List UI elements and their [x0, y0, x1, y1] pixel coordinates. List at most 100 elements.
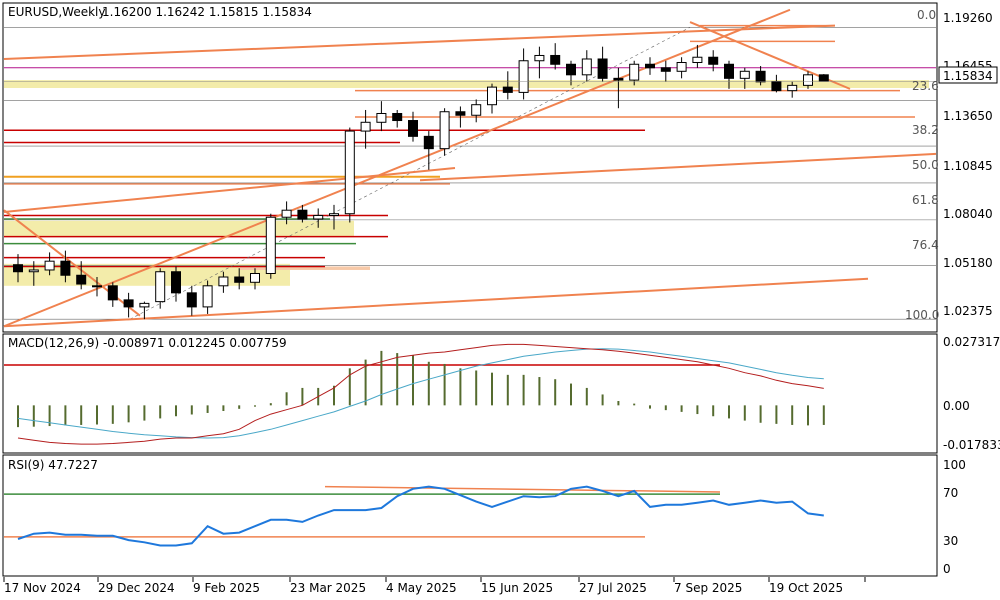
candle-body	[818, 74, 829, 82]
rsi-line	[17, 485, 824, 547]
macd-tick: 0.00	[943, 399, 970, 413]
zone-band	[240, 266, 370, 270]
fib-label: 23.6	[912, 79, 939, 93]
candle-body	[28, 269, 39, 273]
candle-body	[186, 292, 197, 308]
candle-body	[597, 58, 608, 79]
candle-body	[502, 86, 513, 93]
candle-body	[139, 302, 150, 308]
candle-body	[234, 276, 245, 283]
demand-zone	[4, 220, 354, 237]
candle-body	[423, 135, 434, 150]
candle-body	[297, 209, 308, 220]
candle-body	[645, 63, 655, 69]
rsi-indicator	[4, 485, 824, 547]
candle-body	[155, 271, 166, 303]
current-price-marker	[938, 66, 998, 84]
candle-body	[408, 120, 418, 137]
time-label: 29 Dec 2024	[98, 581, 175, 595]
candle-body	[629, 63, 640, 81]
trendline	[3, 24, 836, 60]
candle-body	[313, 214, 324, 220]
macd-tick: -0.017833	[943, 438, 1000, 452]
rsi-tick: 30	[943, 534, 958, 548]
time-label: 19 Oct 2025	[769, 581, 843, 595]
candle-body	[76, 274, 87, 285]
candle-body	[755, 70, 766, 83]
candle-body	[218, 276, 229, 287]
price-tick: 1.08040	[943, 207, 993, 221]
candle-body	[771, 81, 782, 92]
fib-label: 100.0	[905, 308, 939, 322]
time-axis: 17 Nov 2024 29 Dec 2024 9 Feb 2025 23 Ma…	[4, 581, 843, 595]
candle-body	[202, 285, 213, 308]
candle-body	[13, 264, 23, 273]
fib-label: 0.0	[917, 8, 936, 22]
candle-body	[281, 209, 292, 218]
candle-body	[171, 271, 181, 294]
candle-body	[44, 260, 55, 271]
macd-line	[17, 343, 824, 445]
candle-body	[439, 111, 450, 150]
ohlc-readout: 1.16200 1.16242 1.15815 1.15834	[102, 5, 312, 19]
price-axis: 1.19260 1.16455 1.13650 1.10845 1.08040 …	[938, 11, 998, 318]
candle-body	[487, 86, 497, 106]
rsi-tick: 100	[943, 458, 966, 472]
candle-body	[660, 67, 671, 72]
candle-body	[60, 260, 71, 276]
candle-body	[613, 77, 624, 81]
candle-body	[566, 63, 576, 76]
time-label: 17 Nov 2024	[4, 581, 81, 595]
candle-body	[724, 63, 734, 79]
candle-body	[265, 216, 276, 274]
symbol-title: EURUSD,Weekly	[8, 5, 105, 19]
time-label: 9 Feb 2025	[193, 581, 260, 595]
time-label: 7 Sep 2025	[674, 581, 742, 595]
candle-body	[550, 54, 561, 65]
candle-body	[92, 285, 102, 288]
price-tick: 1.13650	[943, 109, 993, 123]
candle-body	[123, 299, 134, 308]
macd-indicator	[4, 343, 825, 445]
candle-body	[708, 56, 719, 65]
fib-label: 38.2	[912, 123, 939, 137]
candle-body	[344, 130, 355, 215]
candle-body	[803, 74, 813, 86]
candle-body	[455, 111, 466, 116]
macd-label: MACD(12,26,9) -0.008971 0.012245 0.00775…	[8, 336, 287, 350]
supply-zone	[4, 80, 929, 88]
candle-body	[692, 56, 703, 64]
price-tick: 1.19260	[943, 11, 993, 25]
fib-label: 61.8	[912, 193, 939, 207]
macd-panel	[2, 333, 938, 454]
candle-body	[360, 121, 371, 132]
fib-label: 50.0	[912, 158, 939, 172]
trendline	[419, 152, 937, 182]
rsi-tick: 70	[943, 486, 958, 500]
time-label: 27 Jul 2025	[579, 581, 647, 595]
macd-signal-line	[17, 348, 824, 439]
rsi-label: RSI(9) 47.7227	[8, 458, 98, 472]
candle-body	[107, 285, 118, 301]
candle-body	[392, 112, 403, 122]
price-tick: 1.10845	[943, 159, 993, 173]
candle-body	[787, 84, 798, 92]
time-label: 15 Jun 2025	[481, 581, 553, 595]
candle-body	[471, 104, 482, 116]
time-label: 23 Mar 2025	[290, 581, 366, 595]
trendline	[3, 8, 791, 328]
candle-body	[518, 60, 529, 93]
price-tick: 1.05180	[943, 256, 993, 270]
fib-label: 76.4	[912, 238, 939, 252]
candle-body	[376, 112, 387, 123]
fibonacci-retracement	[4, 27, 936, 320]
rsi-panel	[2, 454, 938, 577]
trendline	[3, 277, 869, 328]
candle-body	[534, 54, 545, 62]
rsi-tick: 0	[943, 562, 951, 576]
price-tick: 1.02375	[943, 304, 993, 318]
rsi-divergence-line	[324, 485, 721, 493]
trendline	[3, 167, 456, 213]
macd-tick: 0.027317	[943, 335, 1000, 349]
